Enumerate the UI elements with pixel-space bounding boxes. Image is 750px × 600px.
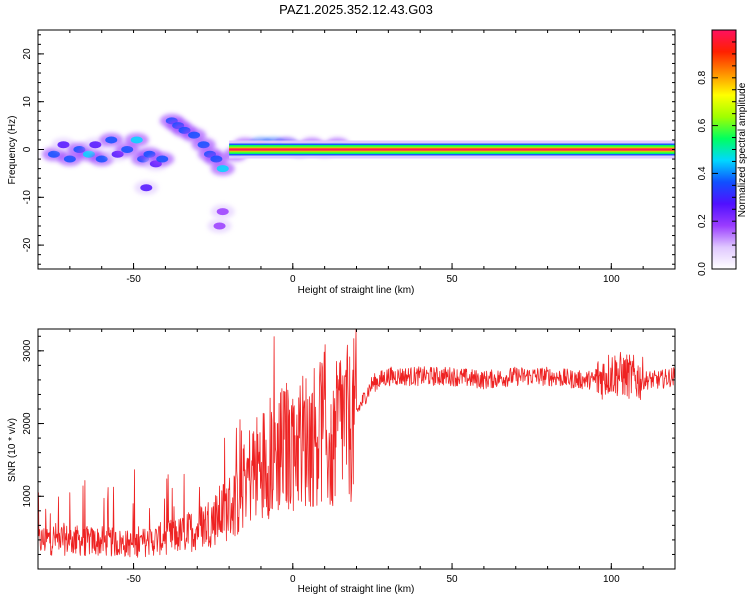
snr-x-tick-label: 0 (290, 574, 296, 585)
figure-title: PAZ1.2025.352.12.43.G03 (279, 2, 433, 17)
snr-x-axis-label: Height of straight line (km) (298, 584, 415, 595)
spectrogram-x-ticks: -50 0 50 100 (37, 30, 676, 285)
spectrogram-blob (134, 180, 159, 195)
spectrogram-blob (124, 132, 149, 147)
snr-x-tick-label: 50 (446, 574, 458, 585)
spectrogram-blob (207, 218, 232, 233)
spectrogram-y-tick-label: -10 (22, 190, 33, 205)
spectrogram-y-ticks: -20 -10 0 10 20 (22, 34, 675, 265)
spectrogram-y-tick-label: 20 (22, 48, 33, 60)
spectrogram-blob (150, 152, 175, 167)
spectrogram-blob (210, 161, 235, 176)
spectrogram-x-tick-label: 100 (603, 274, 620, 285)
snr-panel: -50 0 50 100 1000 2000 3000 Height of straigh… (7, 328, 676, 595)
spectrogram-y-axis-label: Frequency (Hz) (7, 116, 18, 185)
snr-y-ticks: 1000 2000 3000 (22, 335, 675, 570)
snr-y-tick-label: 2000 (22, 412, 33, 435)
colorbar-ticks: 0.0 0.2 0.4 0.6 0.8 (697, 29, 736, 276)
spectrogram-blob (99, 132, 124, 147)
spectrogram-y-tick-label: 0 (22, 146, 33, 152)
snr-y-tick-label: 1000 (22, 485, 33, 508)
spectrogram-x-tick-label: 50 (446, 274, 458, 285)
spectrogram-x-tick-label: -50 (126, 274, 141, 285)
spectrogram-blob (210, 204, 235, 219)
snr-x-ticks: -50 0 50 100 (37, 329, 676, 585)
spectrogram-marks (41, 113, 675, 233)
spectrogram-panel: -50 0 50 100 -20 -10 0 10 20 Height of straight… (7, 29, 676, 296)
snr-y-tick-label: 3000 (22, 339, 33, 362)
colorbar: 0.0 0.2 0.4 0.6 0.8 Normalized spectral ampl… (697, 29, 748, 276)
colorbar-label: Normalized spectral amplitude (737, 82, 748, 217)
colorbar-tick-label: 0.4 (697, 166, 708, 180)
colorbar-tick-label: 0.0 (697, 262, 708, 276)
colorbar-tick-label: 0.8 (697, 70, 708, 84)
snr-y-axis-label: SNR (10 * v/v) (7, 418, 18, 482)
snr-x-tick-label: 100 (603, 574, 620, 585)
spectrogram-y-tick-label: -20 (22, 237, 33, 252)
colorbar-tick-label: 0.6 (697, 118, 708, 132)
spectrogram-y-tick-label: 10 (22, 96, 33, 108)
spectrogram-ridge (229, 140, 675, 159)
spectrogram-x-axis-label: Height of straight line (km) (298, 285, 415, 296)
snr-series-line (38, 329, 675, 558)
spectrogram-x-tick-label: 0 (290, 274, 296, 285)
snr-x-tick-label: -50 (126, 574, 141, 585)
colorbar-tick-label: 0.2 (697, 214, 708, 228)
